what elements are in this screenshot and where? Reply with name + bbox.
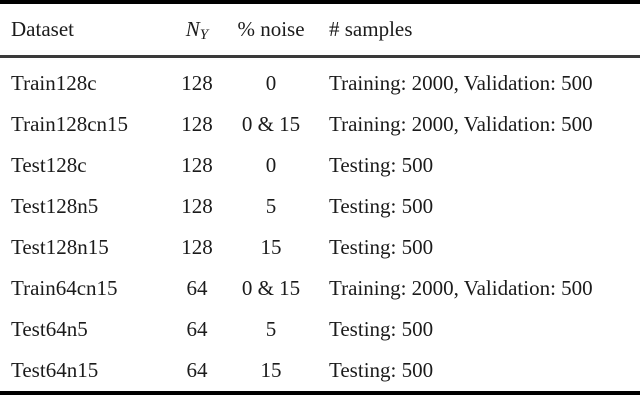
cell-noise: 0	[265, 153, 277, 177]
cell-dataset: Test64n15	[11, 358, 99, 382]
cell-samples: Training: 2000, Validation: 500	[329, 71, 593, 95]
cell-ny: 128	[181, 71, 213, 95]
table-row: Test128c 128 0 Testing: 500	[0, 145, 640, 186]
header-ny: NY	[169, 16, 225, 44]
cell-dataset: Test64n5	[11, 317, 88, 341]
cell-ny: 64	[186, 317, 208, 341]
cell-ny: 128	[181, 153, 213, 177]
header-ny-base: N	[185, 16, 200, 41]
cell-dataset: Train128cn15	[11, 112, 129, 136]
header-dataset: Dataset	[11, 17, 74, 41]
cell-samples: Testing: 500	[329, 358, 434, 382]
cell-samples: Testing: 500	[329, 194, 434, 218]
table-row: Test128n15 128 15 Testing: 500	[0, 227, 640, 268]
table-body: Train128c 128 0 Training: 2000, Validati…	[0, 58, 640, 391]
cell-noise: 0 & 15	[241, 276, 301, 300]
cell-noise: 0 & 15	[241, 112, 301, 136]
cell-dataset: Test128n5	[11, 194, 99, 218]
cell-dataset: Train64cn15	[11, 276, 118, 300]
table-row: Test64n15 64 15 Testing: 500	[0, 350, 640, 391]
header-noise: % noise	[237, 17, 305, 41]
table-header-row: Dataset NY % noise # samples	[0, 4, 640, 55]
header-ny-sub: Y	[199, 27, 209, 44]
cell-noise: 15	[260, 358, 282, 382]
cell-ny: 64	[186, 276, 208, 300]
cell-dataset: Train128c	[11, 71, 97, 95]
cell-noise: 5	[265, 317, 277, 341]
table-row: Train128c 128 0 Training: 2000, Validati…	[0, 63, 640, 104]
cell-noise: 15	[260, 235, 282, 259]
top-rule	[0, 0, 640, 4]
table-row: Test64n5 64 5 Testing: 500	[0, 309, 640, 350]
cell-samples: Testing: 500	[329, 235, 434, 259]
cell-noise: 0	[265, 71, 277, 95]
cell-samples: Testing: 500	[329, 317, 434, 341]
cell-dataset: Test128n15	[11, 235, 109, 259]
header-samples: # samples	[329, 17, 413, 41]
cell-dataset: Test128c	[11, 153, 87, 177]
cell-samples: Training: 2000, Validation: 500	[329, 276, 593, 300]
cell-samples: Testing: 500	[329, 153, 434, 177]
bottom-rule	[0, 391, 640, 395]
cell-ny: 128	[181, 235, 213, 259]
table-row: Train64cn15 64 0 & 15 Training: 2000, Va…	[0, 268, 640, 309]
table-row: Train128cn15 128 0 & 15 Training: 2000, …	[0, 104, 640, 145]
cell-noise: 5	[265, 194, 277, 218]
cell-ny: 64	[186, 358, 208, 382]
cell-ny: 128	[181, 112, 213, 136]
cell-ny: 128	[181, 194, 213, 218]
cell-samples: Training: 2000, Validation: 500	[329, 112, 593, 136]
table-row: Test128n5 128 5 Testing: 500	[0, 186, 640, 227]
header-rule	[0, 55, 640, 58]
